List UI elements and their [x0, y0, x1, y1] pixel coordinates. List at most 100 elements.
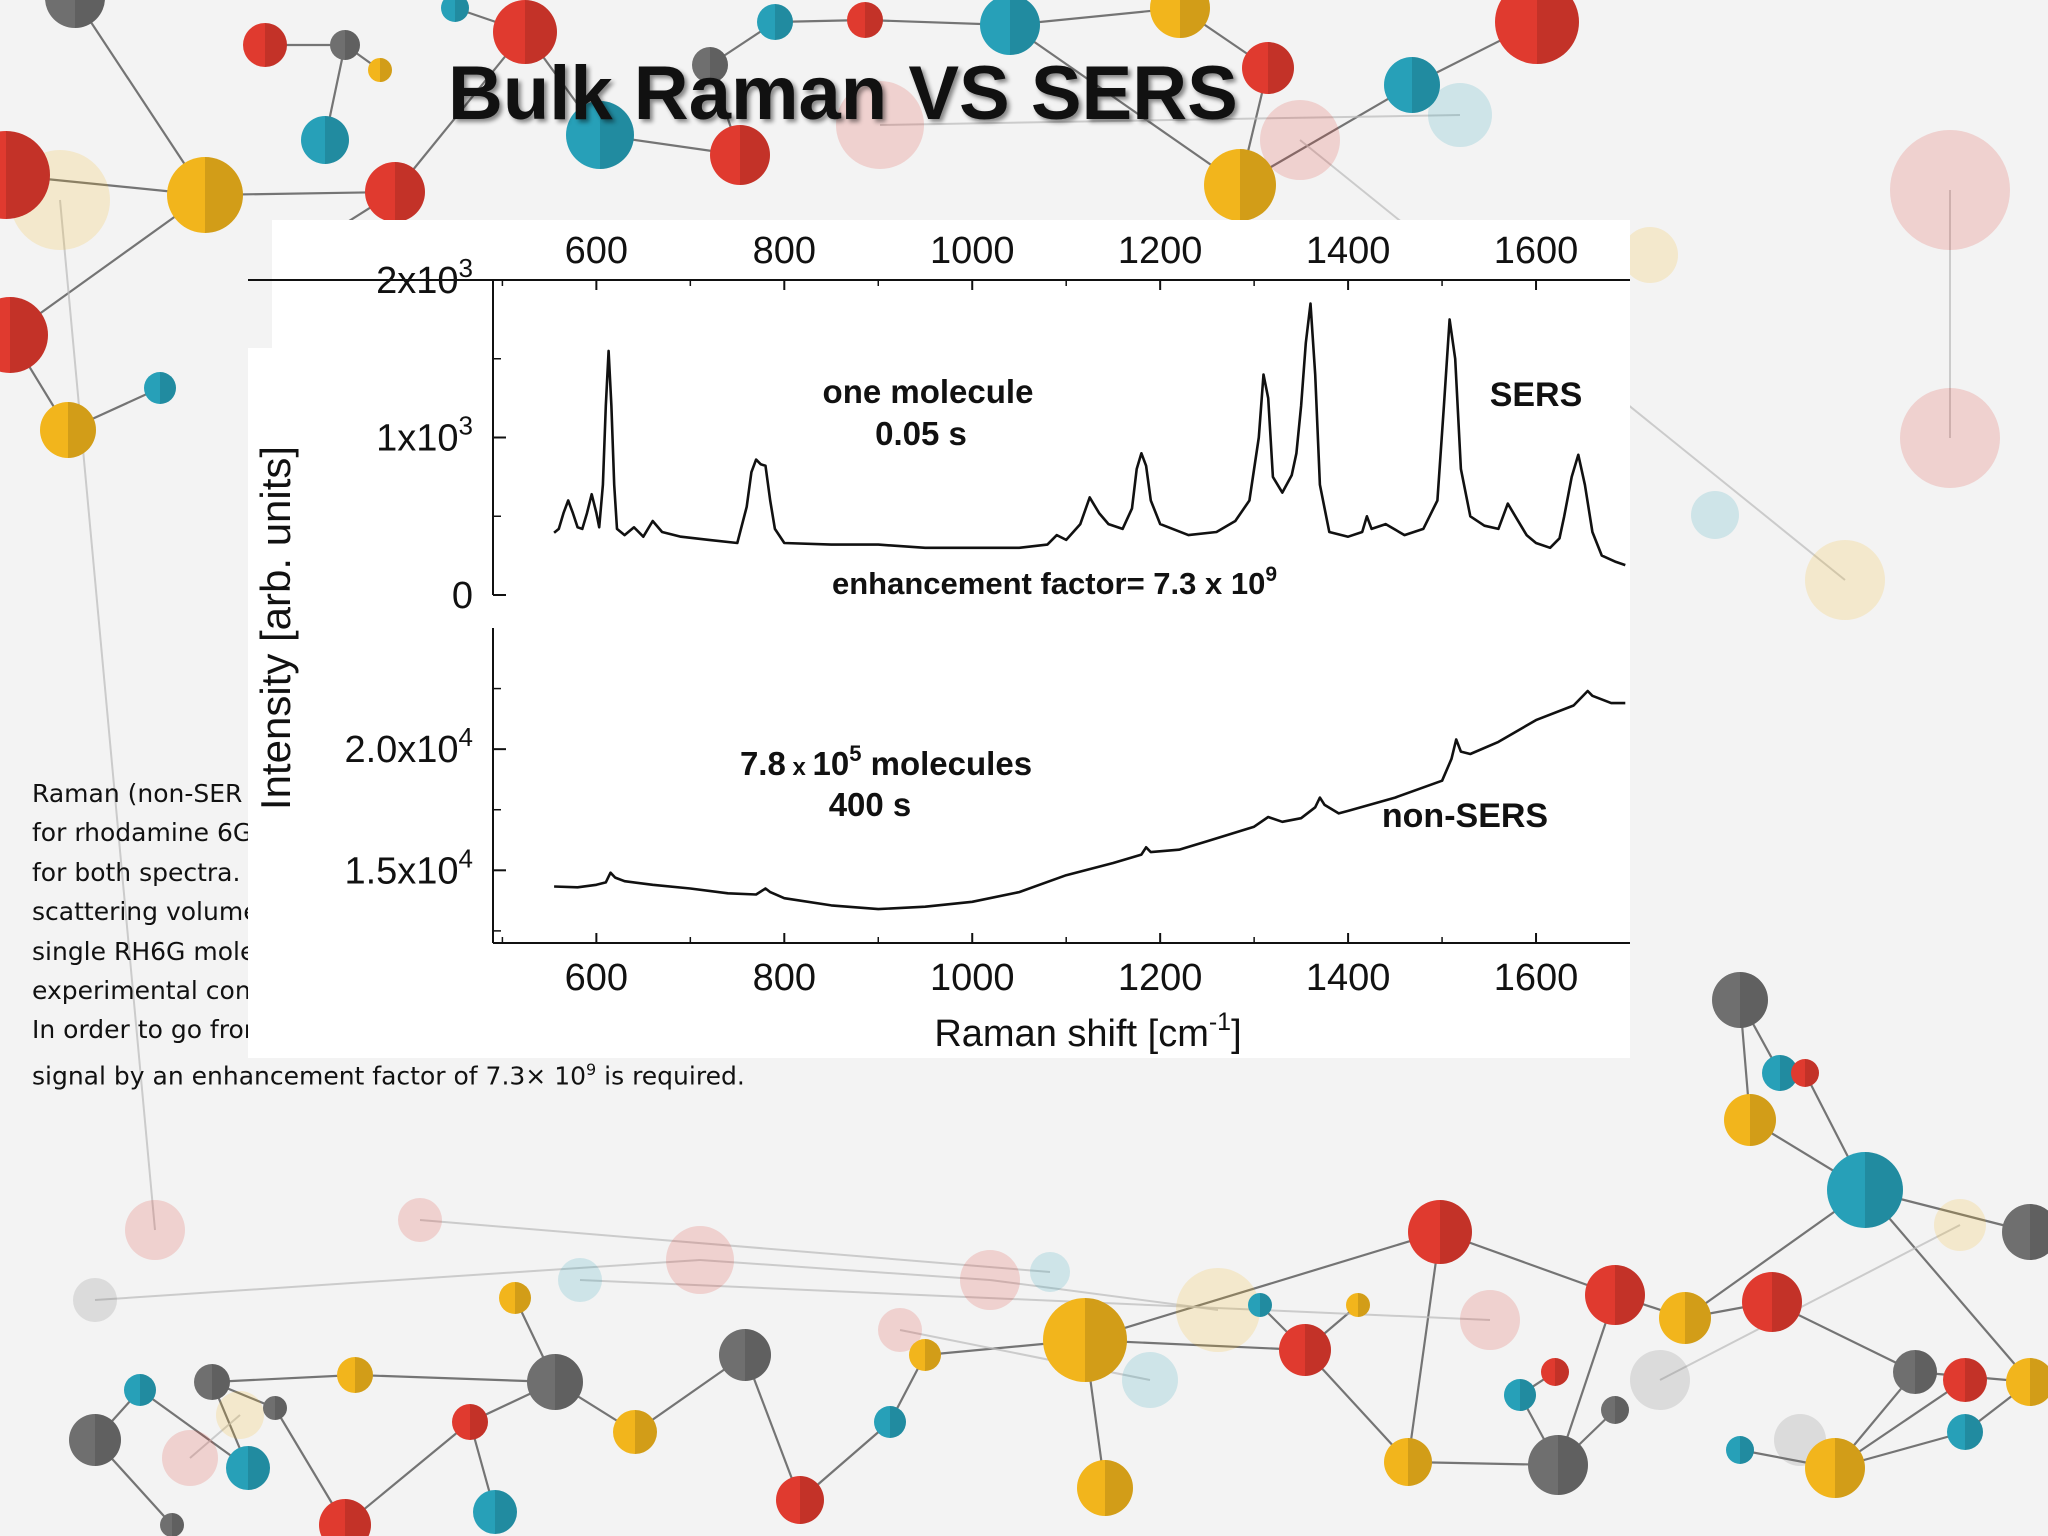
atom-node [167, 157, 243, 233]
bottom-x-tick-label: 600 [565, 957, 628, 999]
y-axis-title: Intensity [arb. units] [252, 446, 299, 810]
atom-node [1346, 1293, 1370, 1317]
nonsers-series-label: non-SERS [1382, 797, 1548, 835]
atom-node [45, 0, 105, 28]
atom-node [1805, 1438, 1865, 1498]
atom-node [776, 1476, 824, 1524]
caption-line-text: signal by an enhancement factor of 7.3× … [32, 1061, 587, 1091]
nonsers-annotation-molecules: 7.8 x 105 molecules [740, 741, 1032, 782]
atom-node [719, 1329, 771, 1381]
atom-node [243, 23, 287, 67]
atom-node [365, 162, 425, 222]
atom-shade [1740, 1436, 1754, 1464]
slide-title: Bulk Raman VS SERS [448, 51, 1238, 136]
atom-shade [2030, 1204, 2048, 1260]
atom-node [566, 101, 634, 169]
faint-atom [1900, 388, 2000, 488]
atom-shade [172, 1513, 184, 1536]
atom-shade [205, 157, 243, 233]
network-bond [139, 1389, 249, 1469]
atom-node [1726, 1436, 1754, 1464]
atom-shade [1408, 1438, 1432, 1486]
atom-shade [212, 1364, 230, 1400]
atom-node [2002, 1204, 2048, 1260]
nonsers-annotation-time: 400 s [829, 786, 912, 823]
network-bond [1084, 1230, 1441, 1342]
atom-shade [775, 4, 793, 40]
caption-line: single RH6G molec [32, 936, 270, 966]
atom-node [757, 4, 793, 40]
top-x-tick-label: 1200 [1118, 230, 1203, 272]
atom-node [493, 0, 557, 64]
atom-node [1043, 1298, 1127, 1382]
atom-shade [1305, 1324, 1331, 1376]
atom-node [473, 1490, 517, 1534]
atom-node [1601, 1396, 1629, 1424]
top-x-tick-label: 1600 [1494, 230, 1579, 272]
atom-node [1384, 1438, 1432, 1486]
faint-atom [1260, 100, 1340, 180]
atom-node [1528, 1435, 1588, 1495]
atom-node [1495, 0, 1579, 64]
atom-shade [1780, 1055, 1798, 1091]
sers-y-tick-exponent: 3 [459, 411, 473, 441]
atom-shade [555, 1354, 583, 1410]
atom-shade [10, 297, 48, 373]
atom-shade [455, 0, 469, 22]
network-bond-faint [989, 1279, 1219, 1311]
atom-shade [355, 1357, 373, 1393]
nonsers-annotation-number: 7.8 [740, 745, 786, 782]
atom-node [330, 30, 360, 60]
caption-line: experimental cond [32, 976, 267, 1006]
atom-shade [395, 162, 425, 222]
atom-shade [1865, 1152, 1903, 1228]
network-bond [75, 0, 206, 196]
faint-atom [960, 1250, 1020, 1310]
atom-node [69, 1414, 121, 1466]
atom-node [144, 372, 176, 404]
atom-shade [1268, 42, 1294, 94]
atom-shade [1615, 1265, 1645, 1325]
atom-shade [1260, 1293, 1272, 1317]
atom-shade [745, 1329, 771, 1381]
atom-node [452, 1404, 488, 1440]
atom-shade [1358, 1293, 1370, 1317]
atom-node [160, 1513, 184, 1536]
sers-y-tick-label: 0 [452, 575, 473, 617]
atom-node [194, 1364, 230, 1400]
nonsers-spectrum-line [554, 689, 1626, 911]
nonsers-annotation-times: x [786, 754, 813, 781]
network-bond-faint [59, 199, 156, 1231]
atom-node [1943, 1358, 1987, 1402]
caption-line: scattering volume, [32, 897, 267, 927]
atom-shade [600, 101, 634, 169]
bottom-x-tick-label: 1400 [1306, 957, 1391, 999]
atom-node [124, 1374, 156, 1406]
atom-shade [1537, 0, 1579, 64]
atom-shade [1685, 1292, 1711, 1344]
network-bond-faint [94, 1259, 701, 1301]
enhancement-factor-annotation: enhancement factor= 7.3 x 109 [832, 563, 1277, 601]
atom-shade [1412, 57, 1440, 113]
atom-shade [325, 116, 349, 164]
atom-node [319, 1499, 371, 1536]
atom-shade [1105, 1460, 1133, 1516]
atom-node [1762, 1055, 1798, 1091]
atom-shade [1555, 1358, 1569, 1386]
faint-atom [216, 1391, 264, 1439]
sers-series-label: SERS [1490, 376, 1583, 414]
network-bond [9, 194, 206, 336]
network-bond [354, 1373, 556, 1384]
faint-atom [1460, 1290, 1520, 1350]
atom-node [1150, 0, 1210, 38]
atom-shade [525, 0, 557, 64]
faint-atom [1176, 1268, 1260, 1352]
atom-node [527, 1354, 583, 1410]
atom-node [1408, 1200, 1472, 1264]
atom-node [337, 1357, 373, 1393]
atom-shade [470, 1404, 488, 1440]
top-x-tick-label: 1400 [1306, 230, 1391, 272]
bottom-x-tick-label: 1000 [930, 957, 1015, 999]
atom-shade [68, 402, 96, 458]
enhancement-factor-exponent: 9 [1265, 563, 1277, 586]
